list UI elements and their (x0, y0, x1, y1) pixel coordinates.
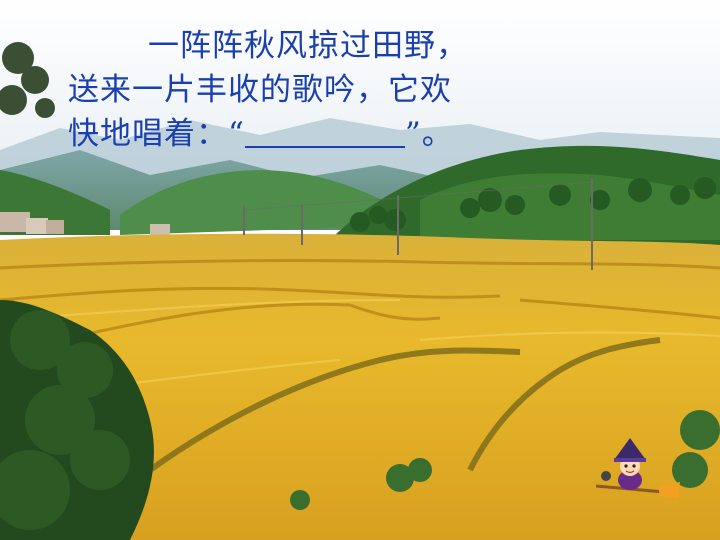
fill-in-blank[interactable] (244, 116, 405, 148)
passage-line-3: 快地唱着：“ ”。 (68, 112, 568, 156)
passage-line-1: 一阵阵秋风掠过田野， (148, 28, 468, 64)
passage-line-3-suffix: ”。 (404, 116, 454, 152)
witch-on-broom-icon (595, 438, 680, 498)
passage-line-3-prefix: 快地唱着：“ (68, 116, 245, 152)
passage: 一阵阵秋风掠过田野， 送来一片丰收的歌吟，它欢 快地唱着：“ ”。 (68, 24, 568, 156)
passage-line-2: 送来一片丰收的歌吟，它欢 (68, 72, 452, 108)
